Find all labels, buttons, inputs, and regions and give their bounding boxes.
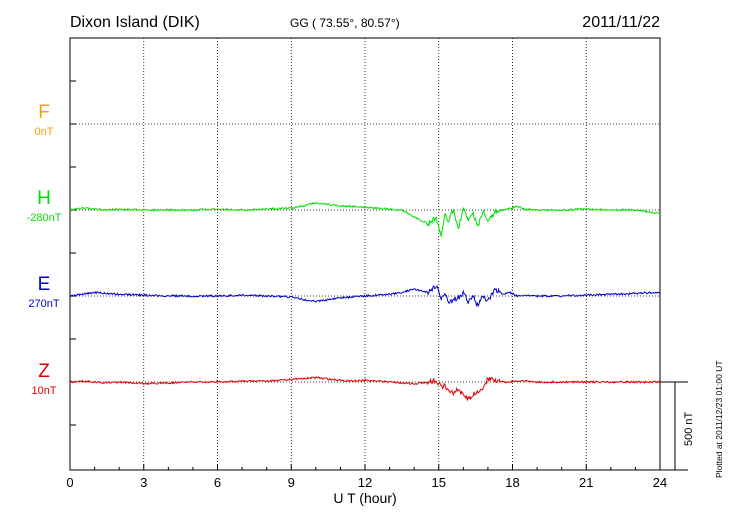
series-labels: F 0nT H -280nT E 270nT Z 10nT <box>27 102 62 397</box>
x-tick-label: 0 <box>66 475 73 490</box>
series-name-e: E <box>38 274 51 295</box>
x-tick-label: 21 <box>579 475 593 490</box>
chart-date: 2011/11/22 <box>582 14 660 31</box>
x-axis-label: U T (hour) <box>333 490 396 506</box>
series-baseline-f: 0nT <box>35 126 54 138</box>
left-tick-marks <box>70 80 76 426</box>
chart-title: Dixon Island (DIK) <box>70 14 200 31</box>
series-name-h: H <box>37 188 51 209</box>
x-tick-label: 24 <box>653 475 667 490</box>
grid-lines <box>70 38 660 470</box>
x-tick-label: 3 <box>140 475 147 490</box>
chart-subtitle: GG ( 73.55°, 80.57°) <box>290 16 400 30</box>
series-baseline-h: -280nT <box>27 212 62 224</box>
x-tick-label: 18 <box>505 475 519 490</box>
series-name-f: F <box>38 102 50 123</box>
series-layer <box>69 201 661 401</box>
x-tick-label: 6 <box>214 475 221 490</box>
series-line-h <box>69 201 661 237</box>
series-line-z <box>69 376 661 401</box>
x-tick-label: 15 <box>432 475 446 490</box>
series-line-e <box>69 284 661 308</box>
x-axis-ticks: 0 3 6 9 12 15 18 21 24 <box>66 464 667 490</box>
x-tick-label: 12 <box>358 475 372 490</box>
scale-bar-label: 500 nT <box>683 411 695 446</box>
x-tick-label: 9 <box>288 475 295 490</box>
series-baseline-z: 10nT <box>31 385 56 397</box>
series-name-z: Z <box>38 361 50 382</box>
series-baseline-e: 270nT <box>28 298 59 310</box>
plotted-note: Plotted at 2011/12/23 01:00 UT <box>714 360 724 478</box>
scale-bar: 500 nT <box>660 381 695 471</box>
